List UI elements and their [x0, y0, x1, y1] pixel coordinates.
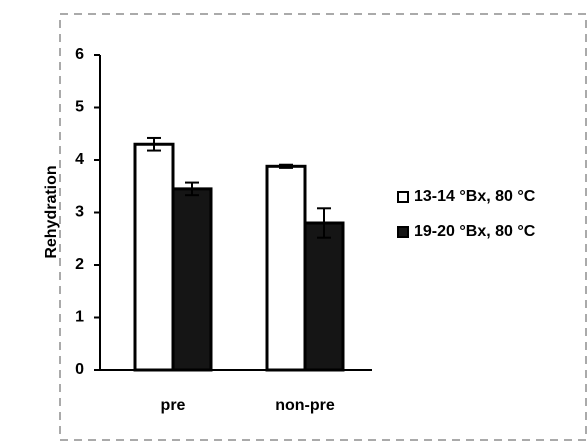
- bar: [265, 164, 307, 372]
- bar: [133, 142, 175, 372]
- y-tick-label: 2: [75, 256, 84, 273]
- error-bar: [147, 136, 161, 152]
- legend-swatch: [397, 191, 409, 203]
- error-bar: [317, 207, 331, 239]
- y-tick-label: 5: [75, 99, 84, 116]
- y-tick-label: 4: [75, 151, 84, 168]
- legend-label: 19-20 °Bx, 80 °C: [414, 223, 536, 240]
- error-bar: [279, 163, 293, 169]
- bar: [303, 221, 345, 372]
- y-tick-label: 0: [75, 361, 84, 378]
- x-tick-label: pre: [161, 397, 186, 414]
- legend-label: 13-14 °Bx, 80 °C: [414, 188, 536, 205]
- y-axis-label: Rehydration: [43, 165, 60, 258]
- y-tick-label: 6: [75, 46, 84, 63]
- y-tick-label: 1: [75, 309, 84, 326]
- legend-swatch: [397, 226, 409, 238]
- y-tick-label: 3: [75, 204, 84, 221]
- bar: [171, 187, 213, 372]
- x-tick-label: non-pre: [275, 397, 335, 414]
- error-bar: [185, 181, 199, 197]
